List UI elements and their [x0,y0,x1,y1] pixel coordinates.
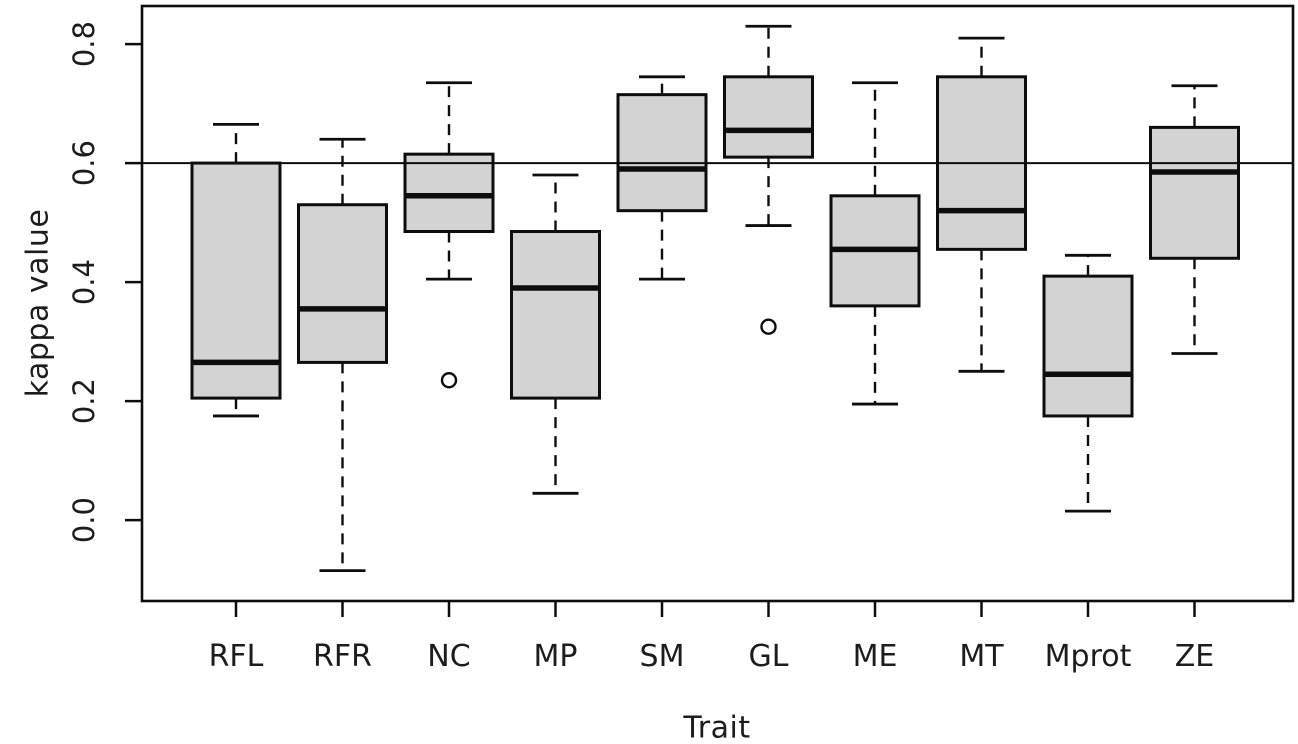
x-axis: RFL RFR NC MP SM GL ME MT Mprot ZE [209,601,1215,674]
x-tick-label: GL [749,639,789,674]
y-axis-title: kappa value [20,208,56,398]
outlier-point [440,372,458,389]
box-RFR [297,137,388,573]
iqr-box [403,152,495,234]
x-tick-label: NC [427,639,470,674]
box-Mprot [1042,253,1134,513]
x-tick-label: RFL [209,639,264,674]
iqr-box [190,161,282,400]
x-tick-label: Mprot [1045,639,1132,674]
iqr-box [510,230,601,400]
y-tick-label: 0.0 [67,497,101,543]
x-tick-label: ME [853,639,898,674]
box-MT [936,36,1027,373]
y-axis: 0.0 0.2 0.4 0.6 0.8 [67,21,142,543]
box-SM [616,75,708,281]
iqr-box [297,203,388,364]
iqr-box [1149,125,1240,260]
iqr-box [723,75,814,159]
iqr-box [616,93,708,213]
iqr-box [1042,274,1134,418]
y-tick-label: 0.4 [67,259,101,305]
plot-border [140,4,1295,603]
y-tick-label: 0.2 [67,378,101,424]
box-ME [829,81,921,406]
outlier-point [760,318,777,335]
box-MP [510,173,601,495]
x-tick-label: MT [959,639,1004,674]
box-ZE [1149,84,1240,355]
x-tick-label: ZE [1175,639,1215,674]
y-tick-label: 0.6 [67,140,101,186]
box-RFL [190,123,282,418]
y-tick-label: 0.8 [67,21,101,67]
x-tick-label: RFR [313,639,372,674]
box-NC [403,81,495,389]
x-tick-label: SM [640,639,685,674]
x-tick-label: MP [534,639,578,674]
box-GL [723,24,814,335]
x-axis-title: Trait [683,710,751,744]
